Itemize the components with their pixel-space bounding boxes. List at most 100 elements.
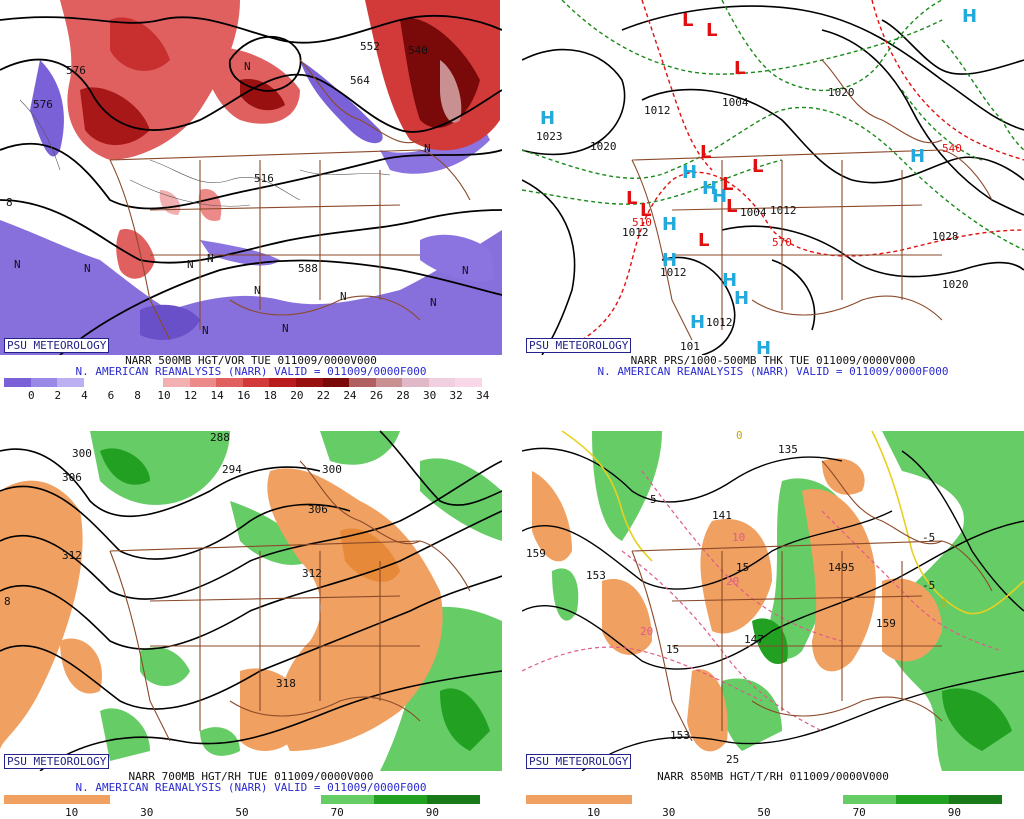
colorbar-swatch (269, 378, 297, 387)
colorbar-tick-label: 6 (107, 389, 115, 402)
colorbar-tick-label: 8 (134, 389, 141, 402)
colorbar-tick-label: 20 (290, 389, 304, 402)
colorbar-tick-label: 2 (54, 389, 62, 402)
temp-label: 0 (736, 429, 743, 442)
temp-label: 0 (940, 597, 947, 610)
pressure-label: 1012 (622, 226, 649, 239)
rh850-map: 159 135 141 153 159 147 153 149 0 5 -5 1… (522, 411, 1024, 771)
panel-subcaption: N. AMERICAN REANALYSIS (NARR) VALID = 01… (75, 781, 427, 794)
n-marker: N (254, 284, 261, 297)
colorbar-tick-label: 50 (235, 806, 249, 819)
temp-label: 25 (726, 753, 740, 766)
psu-meteorology-badge: PSU METEOROLOGY (4, 754, 110, 769)
colorbar-tick-label: 90 (425, 806, 440, 819)
temp-label: 5 (848, 561, 855, 574)
contour-label: 147 (744, 633, 764, 646)
colorbar-swatch (428, 378, 456, 387)
contour-label: 306 (62, 471, 82, 484)
high-marker: H (540, 108, 556, 129)
contour-label: 318 (276, 677, 296, 690)
pressure-label: 1028 (932, 230, 959, 243)
contour-label: 300 (322, 463, 342, 476)
colorbar-tick-label: 10 (157, 389, 171, 402)
low-marker: L (640, 200, 652, 221)
colorbar-tick-label: 70 (852, 806, 866, 819)
colorbar-tick-label: 4 (81, 389, 88, 402)
vorticity-map-svg (0, 0, 502, 355)
panel-500mb-vorticity: 576 552 540 564 588 516 576 8 N N N N N … (0, 0, 502, 408)
colorbar-swatch (737, 795, 791, 804)
contour-label: 141 (712, 509, 732, 522)
pressure-label: 1020 (590, 140, 617, 153)
temp-label: 15 (666, 643, 680, 656)
pressure-label: 101 (680, 340, 700, 353)
n-marker: N (282, 322, 289, 335)
thickness-label: 540 (942, 142, 962, 155)
contour-label: 159 (876, 617, 896, 630)
high-marker: H (756, 338, 772, 355)
colorbar-swatch (189, 378, 217, 387)
colorbar-tick-label: 32 (449, 389, 463, 402)
colorbar-swatch (4, 795, 57, 804)
colorbar-swatch (631, 795, 685, 804)
contour-label: 516 (254, 172, 274, 185)
contour-label: 552 (360, 40, 380, 53)
contour-label: 540 (408, 44, 428, 57)
colorbar-tick-label: 50 (757, 806, 771, 819)
contour-label: 8 (4, 595, 11, 608)
colorbar-swatch (427, 795, 480, 804)
psu-meteorology-badge: PSU METEOROLOGY (4, 338, 110, 353)
colorbar-swatch (163, 378, 190, 387)
colorbar-swatch (375, 378, 403, 387)
low-marker: L (722, 174, 734, 195)
temp-label: 15 (736, 561, 750, 574)
colorbar-tick-label: 0 (27, 389, 35, 402)
colorbar-swatch (526, 795, 579, 804)
pressure-label: 1004 (740, 206, 767, 219)
temp-label: 20 (726, 575, 740, 588)
thickness-label: 570 (772, 236, 792, 249)
n-marker: N (462, 264, 469, 277)
low-marker: L (700, 142, 712, 163)
high-marker: H (682, 162, 698, 183)
colorbar-swatch (684, 795, 738, 804)
colorbar-swatch (402, 378, 429, 387)
colorbar-swatch (949, 795, 1002, 804)
high-marker: H (910, 146, 926, 167)
colorbar-swatch (216, 378, 243, 387)
contour-label: 153 (586, 569, 606, 582)
colorbar-swatch (321, 795, 375, 804)
pressure-label: 1020 (942, 278, 969, 291)
colorbar-tick-label: 10 (586, 806, 601, 819)
colorbar-ticks: 0 2 4 6 8 10 12 14 16 18 20 22 24 26 28 30 32 34 (4, 389, 489, 402)
temp-label: -5 (922, 531, 936, 544)
vorticity-map: 576 552 540 564 588 516 576 8 N N N N N … (0, 0, 502, 355)
colorbar-swatch (896, 795, 949, 804)
colorbar-tick-label: 30 (140, 806, 154, 819)
high-marker: H (690, 312, 706, 333)
contour-label: 135 (778, 443, 798, 456)
high-marker: H (962, 6, 978, 27)
n-marker: N (424, 142, 431, 155)
colorbar (4, 795, 480, 804)
pressure-label: 1004 (722, 96, 749, 109)
low-marker: L (752, 156, 764, 177)
psu-meteorology-badge: PSU METEOROLOGY (526, 338, 632, 353)
contour-label: 153 (670, 729, 690, 742)
temp-label: 5 (650, 493, 657, 506)
colorbar-tick-label: 10 (64, 806, 79, 819)
colorbar-tick-label: 90 (947, 806, 962, 819)
colorbar-tick-label: 12 (183, 389, 198, 402)
colorbar-swatch (83, 378, 111, 387)
colorbar-tick-label: 28 (396, 389, 410, 402)
pressure-label: 1012 (644, 104, 671, 117)
n-marker: N (187, 258, 194, 271)
colorbar-tick-label: 16 (237, 389, 251, 402)
colorbar-swatch (578, 795, 632, 804)
colorbar (4, 378, 482, 387)
thickness-label: 510 (632, 216, 652, 229)
n-marker: N (207, 252, 214, 265)
low-marker: L (706, 20, 718, 41)
colorbar-swatch (57, 378, 84, 387)
contour-label: 576 (33, 98, 53, 111)
